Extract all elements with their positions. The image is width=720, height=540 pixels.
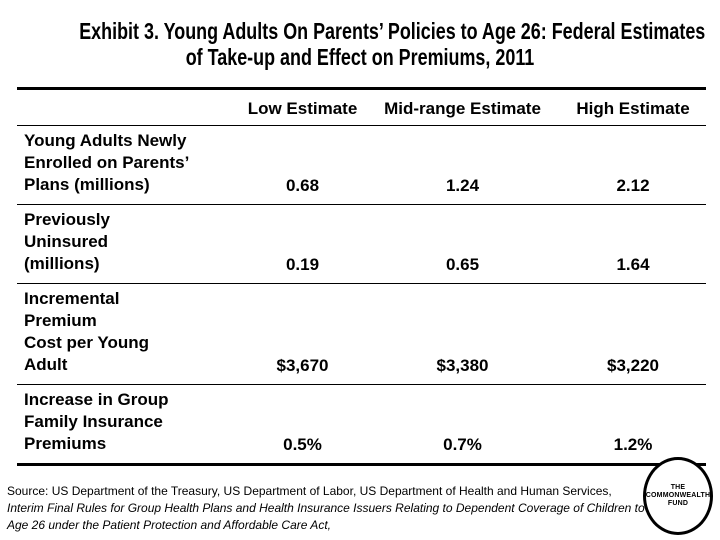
logo-line-2: COMMONWEALTH	[645, 492, 711, 499]
logo-line-3: FUND	[667, 500, 689, 507]
commonwealth-fund-logo: THE COMMONWEALTH FUND	[643, 457, 713, 535]
page-title-line-2: of Take-up and Effect on Premiums, 2011	[185, 44, 535, 70]
cell-value: 0.65	[365, 204, 560, 284]
cell-value: 2.12	[560, 125, 706, 205]
cell-value: 0.19	[240, 204, 365, 284]
cell-value: 0.68	[240, 125, 365, 205]
row-label: Young Adults Newly Enrolled on Parents’ …	[17, 125, 240, 205]
source-note: Source: US Department of the Treasury, U…	[7, 483, 713, 534]
page-title-line-1: Exhibit 3. Young Adults On Parents’ Poli…	[79, 18, 706, 44]
table-row: Young Adults Newly Enrolled on Parents’ …	[17, 125, 706, 205]
cell-value: 0.7%	[443, 435, 482, 454]
cell-value: 0.5%	[283, 435, 322, 454]
cell-value: 1.24	[365, 125, 560, 205]
column-header-high: High Estimate	[560, 88, 706, 126]
cell-value: $3,220	[560, 283, 706, 385]
source-note-line-1: Source: US Department of the Treasury, U…	[7, 484, 612, 498]
column-header-mid: Mid-range Estimate	[365, 88, 560, 126]
table-row: Incremental Premium Cost per Young Adult…	[17, 283, 706, 385]
row-label: Previously Uninsured (millions)	[17, 204, 240, 284]
logo-line-1: THE	[670, 484, 686, 491]
cell-value: $3,380	[365, 283, 560, 385]
cell-value: $3,670	[240, 283, 365, 385]
source-note-line-3: Age 26 under the Patient Protection and …	[7, 518, 331, 532]
table-row: Increase in Group Family Insurance Premi…	[17, 385, 706, 465]
row-label: Incremental Premium Cost per Young Adult	[17, 283, 240, 385]
row-label-header-blank	[17, 88, 240, 126]
cell-value: 1.2%	[613, 435, 653, 454]
cell-value: 1.64	[560, 204, 706, 284]
table-row: Previously Uninsured (millions) 0.19 0.6…	[17, 204, 706, 284]
row-label: Increase in Group Family Insurance Premi…	[24, 390, 169, 453]
estimates-table: Low Estimate Mid-range Estimate High Est…	[17, 87, 706, 466]
source-note-line-2: Interim Final Rules for Group Health Pla…	[7, 501, 645, 515]
page-title: Exhibit 3. Young Adults On Parents’ Poli…	[79, 18, 706, 70]
table-header-row: Low Estimate Mid-range Estimate High Est…	[17, 88, 706, 126]
column-header-low: Low Estimate	[240, 88, 365, 126]
